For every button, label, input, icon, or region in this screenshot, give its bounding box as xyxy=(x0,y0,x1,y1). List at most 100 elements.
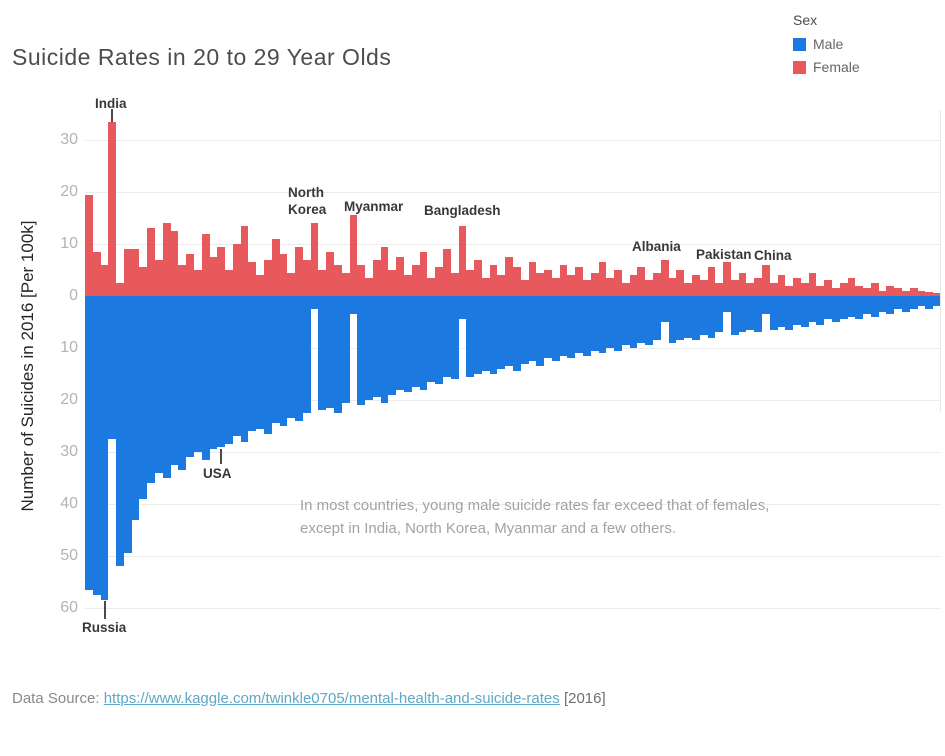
female-bar[interactable] xyxy=(723,262,731,296)
male-bar[interactable] xyxy=(832,296,840,322)
male-bar[interactable] xyxy=(653,296,661,341)
female-bar[interactable] xyxy=(886,285,895,296)
male-bar[interactable] xyxy=(761,296,770,315)
female-bar[interactable] xyxy=(92,251,101,296)
male-bar[interactable] xyxy=(917,296,926,307)
female-bar[interactable] xyxy=(170,231,179,296)
country-bar[interactable] xyxy=(528,110,537,622)
country-bar[interactable] xyxy=(256,110,264,622)
female-bar[interactable] xyxy=(263,259,272,296)
country-bar[interactable] xyxy=(450,110,459,622)
country-bar[interactable] xyxy=(123,110,132,622)
country-bar-india[interactable] xyxy=(108,110,117,622)
female-bar[interactable] xyxy=(520,280,529,296)
country-bar[interactable] xyxy=(92,110,101,622)
female-bar[interactable] xyxy=(489,264,498,296)
male-bar[interactable] xyxy=(139,296,148,499)
female-bar[interactable] xyxy=(824,280,832,296)
female-bar[interactable] xyxy=(614,270,622,296)
female-bar[interactable] xyxy=(637,267,646,296)
female-bar[interactable] xyxy=(738,272,747,296)
female-bar[interactable] xyxy=(505,257,513,296)
female-bar[interactable] xyxy=(411,264,420,296)
male-bar[interactable] xyxy=(396,296,405,390)
female-bar[interactable] xyxy=(178,264,187,296)
female-bar[interactable] xyxy=(201,233,210,296)
male-bar[interactable] xyxy=(567,296,576,359)
country-bar[interactable] xyxy=(544,110,552,622)
female-bar[interactable] xyxy=(793,277,801,296)
female-bar[interactable] xyxy=(575,267,583,296)
country-bar[interactable] xyxy=(902,110,910,622)
female-bar[interactable] xyxy=(707,267,716,296)
country-bar[interactable] xyxy=(279,110,288,622)
female-bar[interactable] xyxy=(474,259,482,296)
female-bar[interactable] xyxy=(450,272,459,296)
male-bar[interactable] xyxy=(92,296,101,595)
male-bar[interactable] xyxy=(824,296,832,320)
male-bar[interactable] xyxy=(170,296,179,465)
country-bar[interactable] xyxy=(193,110,202,622)
female-bar[interactable] xyxy=(917,290,926,296)
female-bar[interactable] xyxy=(746,283,755,296)
male-bar[interactable] xyxy=(279,296,288,426)
male-bar[interactable] xyxy=(715,296,724,333)
country-bar[interactable] xyxy=(870,110,879,622)
male-bar[interactable] xyxy=(575,296,583,354)
male-bar[interactable] xyxy=(730,296,739,335)
female-bar[interactable] xyxy=(349,215,358,296)
male-bar[interactable] xyxy=(544,296,552,359)
male-bar[interactable] xyxy=(629,296,638,348)
country-bar[interactable] xyxy=(715,110,724,622)
female-bar[interactable] xyxy=(85,194,93,296)
female-bar[interactable] xyxy=(699,280,708,296)
female-bar[interactable] xyxy=(902,290,910,296)
country-bar[interactable] xyxy=(629,110,638,622)
male-bar[interactable] xyxy=(100,296,109,601)
country-bar[interactable] xyxy=(746,110,755,622)
country-bar-myanmar[interactable] xyxy=(349,110,358,622)
male-bar[interactable] xyxy=(637,296,646,343)
country-bar[interactable] xyxy=(567,110,576,622)
country-bar[interactable] xyxy=(816,110,825,622)
male-bar[interactable] xyxy=(365,296,373,400)
male-bar[interactable] xyxy=(326,296,334,408)
country-bar[interactable] xyxy=(832,110,840,622)
female-bar[interactable] xyxy=(808,272,817,296)
male-bar[interactable] xyxy=(310,296,319,309)
country-bar[interactable] xyxy=(894,110,903,622)
country-bar[interactable] xyxy=(481,110,490,622)
male-bar[interactable] xyxy=(481,296,490,372)
male-bar[interactable] xyxy=(551,296,560,361)
female-bar[interactable] xyxy=(653,272,661,296)
female-bar[interactable] xyxy=(870,283,879,296)
male-bar[interactable] xyxy=(474,296,482,374)
male-bar[interactable] xyxy=(621,296,630,346)
female-bar[interactable] xyxy=(310,223,319,296)
male-bar[interactable] xyxy=(404,296,412,393)
male-bar[interactable] xyxy=(738,296,747,333)
male-bar[interactable] xyxy=(450,296,459,380)
female-bar[interactable] xyxy=(598,262,607,296)
country-bar[interactable] xyxy=(505,110,513,622)
male-bar[interactable] xyxy=(520,296,529,364)
country-bar[interactable] xyxy=(442,110,451,622)
female-bar[interactable] xyxy=(567,275,576,296)
country-bar[interactable] xyxy=(162,110,171,622)
country-bar[interactable] xyxy=(800,110,809,622)
country-bar[interactable] xyxy=(287,110,296,622)
country-bar[interactable] xyxy=(372,110,381,622)
country-bar[interactable] xyxy=(474,110,482,622)
country-bar[interactable] xyxy=(357,110,366,622)
country-bar[interactable] xyxy=(263,110,272,622)
male-bar[interactable] xyxy=(489,296,498,374)
country-bar[interactable] xyxy=(396,110,405,622)
male-bar[interactable] xyxy=(808,296,817,322)
female-bar[interactable] xyxy=(645,280,654,296)
female-bar[interactable] xyxy=(777,275,786,296)
male-bar[interactable] xyxy=(466,296,475,377)
male-bar[interactable] xyxy=(240,296,249,442)
male-bar[interactable] xyxy=(263,296,272,434)
female-bar[interactable] xyxy=(186,254,194,296)
country-bar[interactable] xyxy=(559,110,568,622)
